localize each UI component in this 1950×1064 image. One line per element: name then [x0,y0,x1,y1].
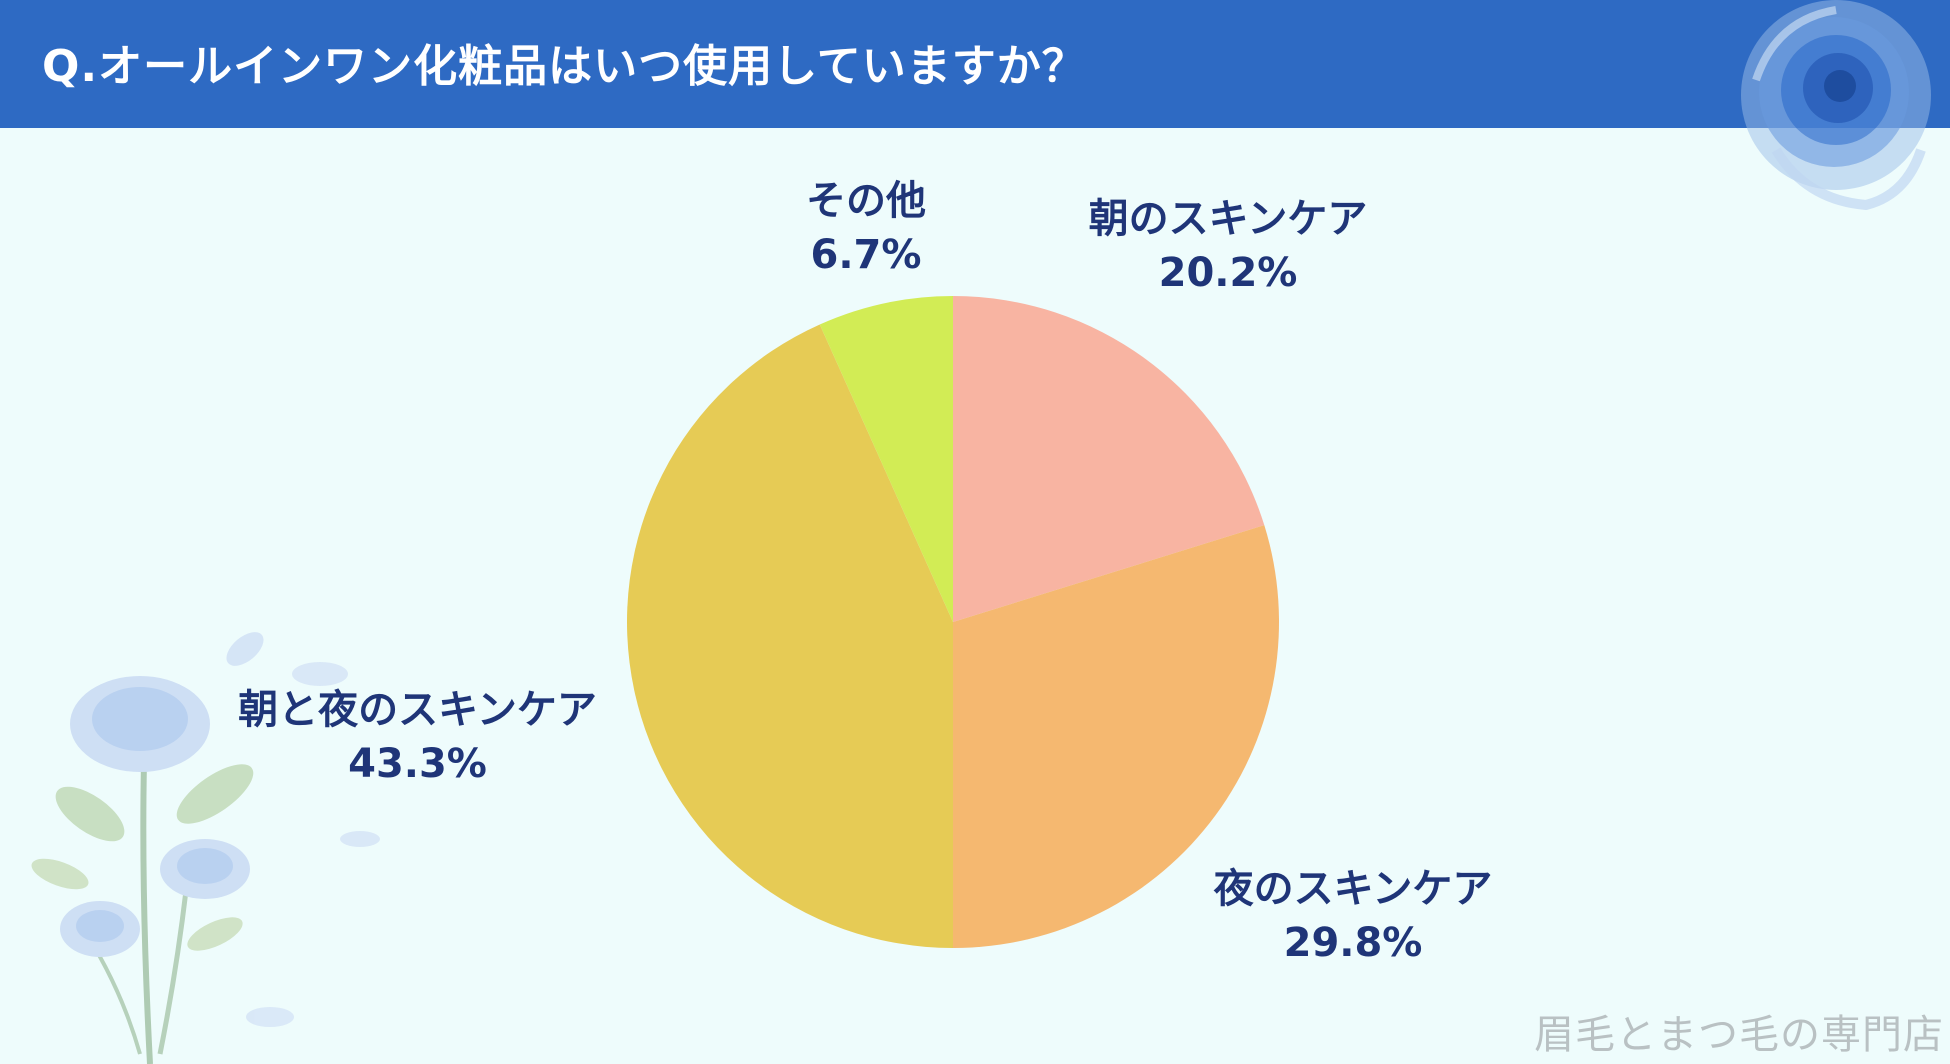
slice-label-morning-night-value: 43.3% [348,741,487,787]
slice-label-night-name: 夜のスキンケア [1213,866,1493,912]
slice-label-other: その他 6.7% [766,174,966,282]
slice-label-morning-night-name: 朝と夜のスキンケア [238,687,597,733]
watermark: 眉毛とまつ毛の専門店 [1534,1012,1944,1058]
slice-label-morning: 朝のスキンケア 20.2% [1078,192,1378,300]
slice-label-morning-night: 朝と夜のスキンケア 43.3% [220,683,615,791]
slice-label-night: 夜のスキンケア 29.8% [1198,862,1508,970]
pie-slice-morning [953,296,1265,622]
page-title: Q.オールインワン化粧品はいつ使用していますか？ [42,41,1087,92]
header-bar: Q.オールインワン化粧品はいつ使用していますか？ [0,0,1950,128]
slice-label-night-value: 29.8% [1283,920,1423,966]
slice-label-other-value: 6.7% [810,232,922,278]
slice-label-other-name: その他 [806,178,926,224]
slice-label-morning-value: 20.2% [1158,250,1298,296]
pie-slice-morning-night [627,324,953,949]
blue-rose-stems-icon [31,632,380,1064]
blue-rose-icon [1741,0,1931,211]
pie-slice-other [819,296,953,622]
slice-label-morning-name: 朝のスキンケア [1088,196,1368,242]
pie-slice-night [953,525,1279,948]
